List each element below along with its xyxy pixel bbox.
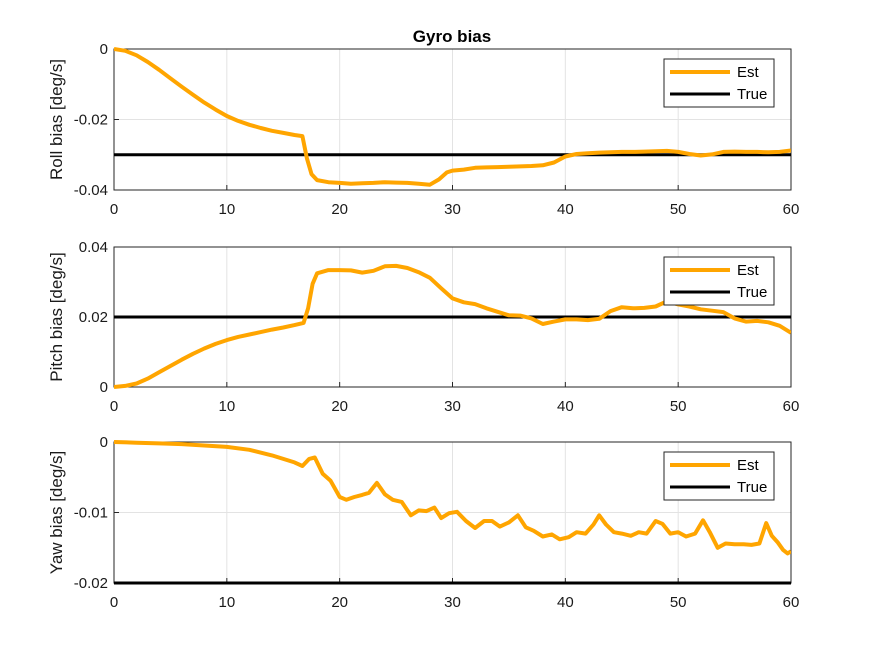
yaw-xtick-label: 40 xyxy=(557,594,574,611)
yaw-xtick-label: 20 xyxy=(331,594,348,611)
roll-xtick-label: 0 xyxy=(110,201,118,218)
roll-xtick-label: 20 xyxy=(331,201,348,218)
yaw-ytick-label: 0 xyxy=(100,434,108,451)
roll-xtick-label: 40 xyxy=(557,201,574,218)
roll-ytick-label: 0 xyxy=(100,41,108,58)
yaw-legend-label-est: Est xyxy=(737,457,760,474)
yaw-ytick-label: -0.02 xyxy=(74,575,108,592)
roll-ytick-label: -0.04 xyxy=(74,182,108,199)
roll-xtick-label: 30 xyxy=(444,201,461,218)
roll-xtick-label: 50 xyxy=(670,201,687,218)
pitch-ytick-label: 0 xyxy=(100,379,108,396)
roll-legend-label-true: True xyxy=(737,86,767,103)
yaw-bias-panel: 0 10 20 30 40 50 60 -0.02 -0.01 0 Yaw bias [deg/s]… xyxy=(47,434,799,611)
pitch-xtick-label: 0 xyxy=(110,398,118,415)
roll-xtick-label: 10 xyxy=(218,201,235,218)
pitch-bias-panel: 0 10 20 30 40 50 60 0 0.02 0.04 Pitch bias [deg/s]… xyxy=(47,239,799,415)
pitch-legend-label-true: True xyxy=(737,284,767,301)
yaw-legend xyxy=(663,451,775,501)
roll-legend-label-est: Est xyxy=(737,64,760,81)
yaw-xtick-label: 0 xyxy=(110,594,118,611)
roll-legend xyxy=(663,58,775,108)
yaw-est-line xyxy=(114,440,791,556)
yaw-ytick-label: -0.01 xyxy=(74,505,108,522)
yaw-legend-label-true: True xyxy=(737,479,767,496)
pitch-xtick-label: 30 xyxy=(444,398,461,415)
pitch-xtick-label: 10 xyxy=(218,398,235,415)
figure-title: Gyro bias xyxy=(413,27,491,46)
roll-ylabel: Roll bias [deg/s] xyxy=(47,59,66,180)
yaw-xtick-label: 10 xyxy=(218,594,235,611)
roll-xtick-label: 60 xyxy=(783,201,800,218)
pitch-legend-label-est: Est xyxy=(737,262,760,279)
pitch-xtick-label: 20 xyxy=(331,398,348,415)
pitch-ylabel: Pitch bias [deg/s] xyxy=(47,252,66,381)
pitch-xtick-label: 50 xyxy=(670,398,687,415)
pitch-xtick-label: 60 xyxy=(783,398,800,415)
roll-ytick-label: -0.02 xyxy=(74,112,108,129)
pitch-xtick-label: 40 xyxy=(557,398,574,415)
roll-est-line xyxy=(114,47,791,187)
yaw-xtick-label: 60 xyxy=(783,594,800,611)
pitch-ytick-label: 0.04 xyxy=(79,239,108,256)
yaw-xtick-label: 30 xyxy=(444,594,461,611)
pitch-ytick-label: 0.02 xyxy=(79,309,108,326)
yaw-ylabel: Yaw bias [deg/s] xyxy=(47,451,66,574)
pitch-legend xyxy=(663,256,775,306)
roll-bias-panel: 0 10 20 30 40 50 60 -0.04 -0.02 0 Roll bias [deg/s… xyxy=(47,41,799,218)
yaw-xtick-label: 50 xyxy=(670,594,687,611)
